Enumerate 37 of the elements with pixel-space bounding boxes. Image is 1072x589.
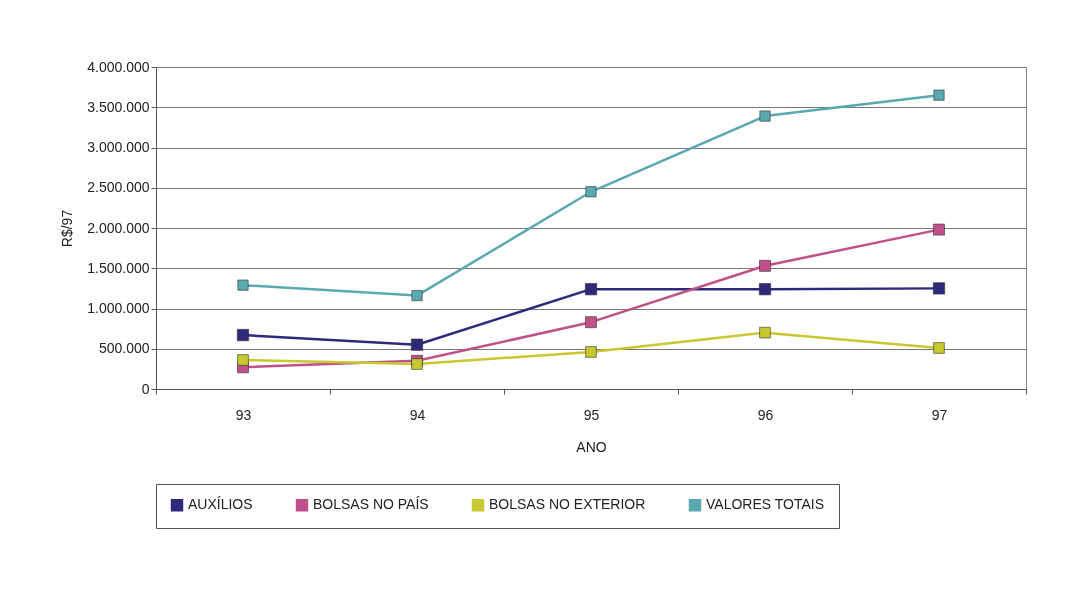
point <box>933 223 945 236</box>
legend-label: VALORES TOTAIS <box>706 496 825 513</box>
legend-label: BOLSAS NO EXTERIOR <box>489 496 646 513</box>
y-tick-label: 0 <box>141 380 150 397</box>
point <box>237 354 249 366</box>
y-tick-label: 4.000.000 <box>87 58 150 75</box>
point <box>759 327 771 339</box>
y-tick-label: 1.000.000 <box>87 300 150 316</box>
point <box>933 89 945 101</box>
x-tick-label: 93 <box>235 406 252 423</box>
y-axis-title: R$/97 <box>59 209 76 248</box>
y-tick-label: 2.000.000 <box>87 219 150 236</box>
point <box>759 283 771 296</box>
point <box>759 110 771 122</box>
point <box>933 282 945 295</box>
x-tick-label: 97 <box>931 406 948 423</box>
point <box>933 342 945 354</box>
y-tick-label: 500.000 <box>98 340 150 357</box>
point <box>411 290 423 302</box>
point <box>237 279 249 291</box>
point <box>585 316 597 329</box>
x-tick-label: 95 <box>583 406 600 423</box>
point <box>411 338 423 351</box>
x-axis-title: ANO <box>576 438 607 455</box>
legend-label: BOLSAS NO PAÍS <box>313 496 429 513</box>
x-tick-label: 96 <box>757 406 774 423</box>
point <box>237 329 249 342</box>
x-tick-label: 94 <box>409 406 426 423</box>
point <box>759 260 771 272</box>
y-tick-label: 2.500.000 <box>87 179 150 196</box>
point <box>585 346 597 358</box>
y-tick-label: 1.500.000 <box>87 259 150 276</box>
point <box>585 283 597 296</box>
y-tick-label: 3.000.000 <box>87 139 150 155</box>
point <box>585 186 597 198</box>
y-tick-label: 3.500.000 <box>87 98 150 115</box>
legend-label: AUXÍLIOS <box>188 496 253 513</box>
